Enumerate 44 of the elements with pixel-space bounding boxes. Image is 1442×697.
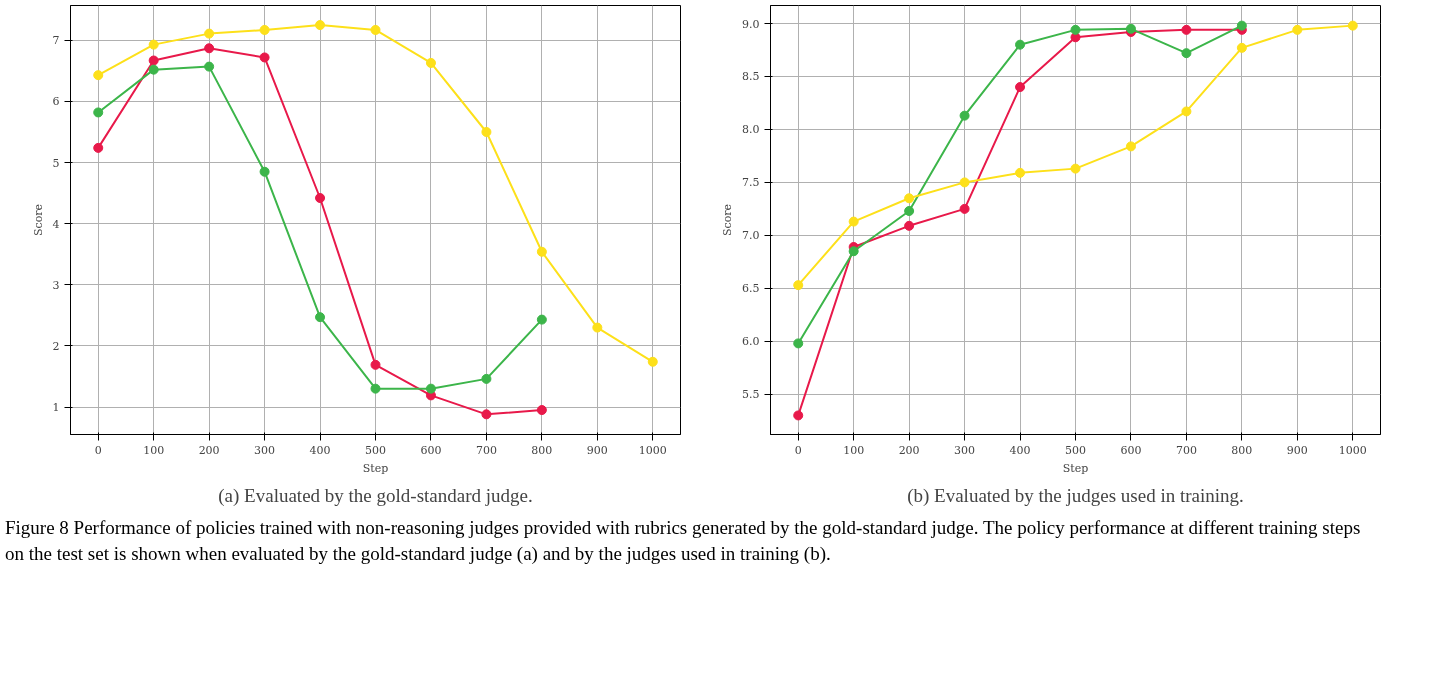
y-tick-label: 4 xyxy=(52,217,60,231)
y-tick-label: 3 xyxy=(52,278,60,292)
y-tick-label: 6 xyxy=(52,95,60,109)
x-tick-label: 700 xyxy=(1175,443,1197,457)
x-tick-label: 600 xyxy=(1120,443,1142,457)
x-tick-label: 300 xyxy=(254,443,276,457)
x-tick-label: 800 xyxy=(1231,443,1253,457)
x-tick-label: 900 xyxy=(1286,443,1308,457)
x-tick-label: 600 xyxy=(420,443,442,457)
text: (a) Evaluated by the gold-standard judge. xyxy=(218,484,533,507)
caption: Figure 8 Performance of policies trained with non-reasoning judges provided with rubrics generated by the gold-standard judge. The policy performance at different training steps on the test set is shown when evaluated by the gold-standard judge (a) and by the judges used in training (b). xyxy=(5,516,1362,566)
x-tick-label: 400 xyxy=(309,443,331,457)
x-axis-title: Step xyxy=(1062,461,1089,475)
y-tick-label: 7.0 xyxy=(742,229,760,243)
x-tick-label: 300 xyxy=(954,443,976,457)
y-tick-label: 6.0 xyxy=(742,335,760,349)
x-tick-label: 800 xyxy=(531,443,553,457)
x-tick-label: 500 xyxy=(365,443,386,457)
y-tick-label: 1 xyxy=(52,401,60,414)
y-axis-title: Score xyxy=(721,203,735,237)
x-tick-label: 900 xyxy=(586,443,608,457)
y-tick-label: 6.5 xyxy=(742,282,760,296)
x-tick-label: 100 xyxy=(843,443,865,457)
x-tick-label: 0 xyxy=(94,443,102,457)
x-tick-label: 400 xyxy=(1009,443,1031,457)
y-tick-label: 5.5 xyxy=(742,388,760,402)
y-tick-label: 7 xyxy=(52,34,60,48)
text: (b) Evaluated by the judges used in training. xyxy=(907,484,1244,507)
y-tick-label: 8.0 xyxy=(742,123,760,137)
x-tick-label: 200 xyxy=(198,443,220,457)
x-tick-label: 500 xyxy=(1065,443,1086,457)
y-tick-label: 5 xyxy=(52,156,60,170)
x-tick-label: 1000 xyxy=(1338,443,1367,457)
x-axis-title: Step xyxy=(362,461,389,475)
y-tick-label: 2 xyxy=(52,339,60,353)
x-tick-label: 200 xyxy=(898,443,920,457)
x-tick-label: 0 xyxy=(794,443,802,457)
x-tick-label: 1000 xyxy=(638,443,667,457)
x-tick-label: 100 xyxy=(143,443,165,457)
y-axis-title: Score xyxy=(31,203,45,237)
x-tick-label: 700 xyxy=(475,443,497,457)
y-tick-label: 7.5 xyxy=(742,176,760,190)
y-tick-label: 8.5 xyxy=(742,70,760,84)
y-tick-label: 9.0 xyxy=(742,17,760,31)
